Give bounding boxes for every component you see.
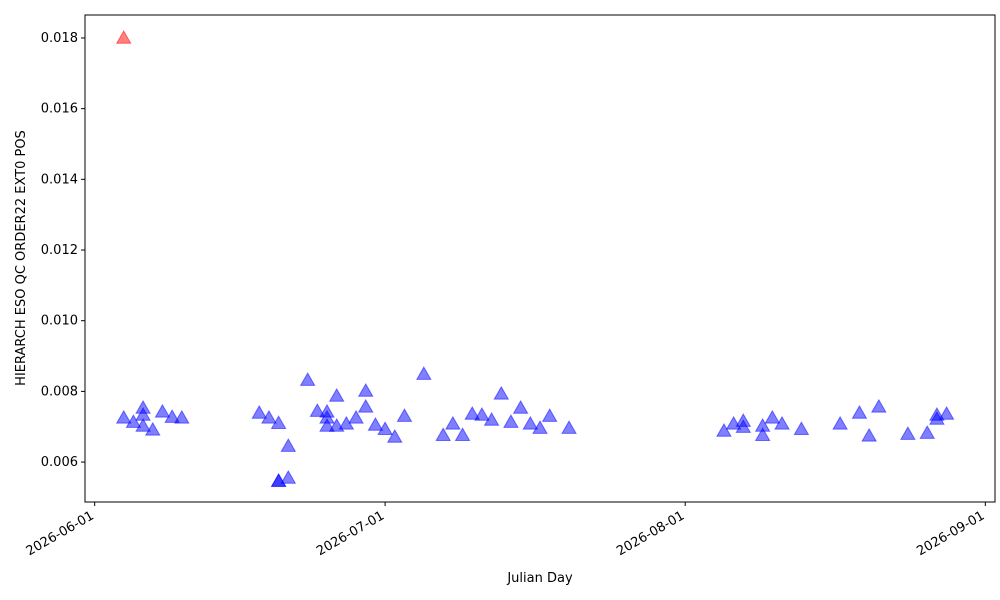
point xyxy=(503,414,519,428)
point xyxy=(716,422,732,437)
x-tick-label: 2026-09-01 xyxy=(914,508,987,559)
point xyxy=(754,427,771,441)
point xyxy=(415,366,432,380)
point xyxy=(870,398,887,413)
point xyxy=(464,405,481,420)
x-tick-label: 2026-08-01 xyxy=(614,508,687,559)
point xyxy=(115,409,132,424)
point xyxy=(280,469,297,484)
point xyxy=(493,385,510,400)
point xyxy=(299,372,316,386)
plot-frame xyxy=(84,14,996,503)
point xyxy=(377,421,393,435)
point xyxy=(735,419,752,433)
point xyxy=(474,407,490,421)
point xyxy=(261,409,277,424)
point xyxy=(164,409,180,423)
point xyxy=(851,404,868,419)
x-axis-label: Julian Day xyxy=(506,571,573,586)
y-tick-label: 0.018 xyxy=(41,31,78,46)
point xyxy=(561,420,577,434)
y-tick-label: 0.010 xyxy=(41,314,78,329)
point xyxy=(445,415,461,430)
point xyxy=(319,409,335,424)
point xyxy=(125,414,142,428)
point xyxy=(270,415,287,429)
y-tick-label: 0.012 xyxy=(41,243,78,258)
point xyxy=(483,412,500,426)
point xyxy=(319,418,335,432)
x-tick-label: 2026-07-01 xyxy=(314,508,387,559)
x-tick-label: 2026-06-01 xyxy=(24,508,97,559)
point xyxy=(861,427,878,442)
point xyxy=(522,415,539,430)
point xyxy=(115,29,132,44)
point xyxy=(793,421,810,435)
y-tick-label: 0.016 xyxy=(41,102,78,117)
point xyxy=(154,403,171,418)
point xyxy=(774,415,790,430)
point xyxy=(764,409,781,424)
y-tick-label: 0.006 xyxy=(41,455,78,470)
point xyxy=(832,415,848,430)
point xyxy=(454,427,471,441)
point xyxy=(900,426,916,440)
point xyxy=(309,403,326,417)
point xyxy=(348,409,364,424)
y-tick-label: 0.008 xyxy=(41,384,78,399)
point xyxy=(367,416,384,431)
point xyxy=(135,407,151,421)
point xyxy=(328,387,345,402)
point xyxy=(541,408,558,422)
point xyxy=(357,398,374,413)
point xyxy=(173,409,190,424)
point xyxy=(251,404,268,419)
point xyxy=(532,420,548,434)
point xyxy=(357,383,374,397)
point xyxy=(919,425,936,439)
point xyxy=(144,421,161,436)
point xyxy=(435,427,452,441)
point xyxy=(754,418,771,432)
point xyxy=(386,428,403,443)
y-tick-label: 0.014 xyxy=(41,172,78,187)
point xyxy=(938,405,955,420)
y-axis-label: HIERARCH ESO QC ORDER22 EXT0 POS xyxy=(14,130,29,386)
point xyxy=(512,399,529,414)
point xyxy=(396,408,413,422)
point xyxy=(135,418,151,432)
point xyxy=(280,438,297,452)
